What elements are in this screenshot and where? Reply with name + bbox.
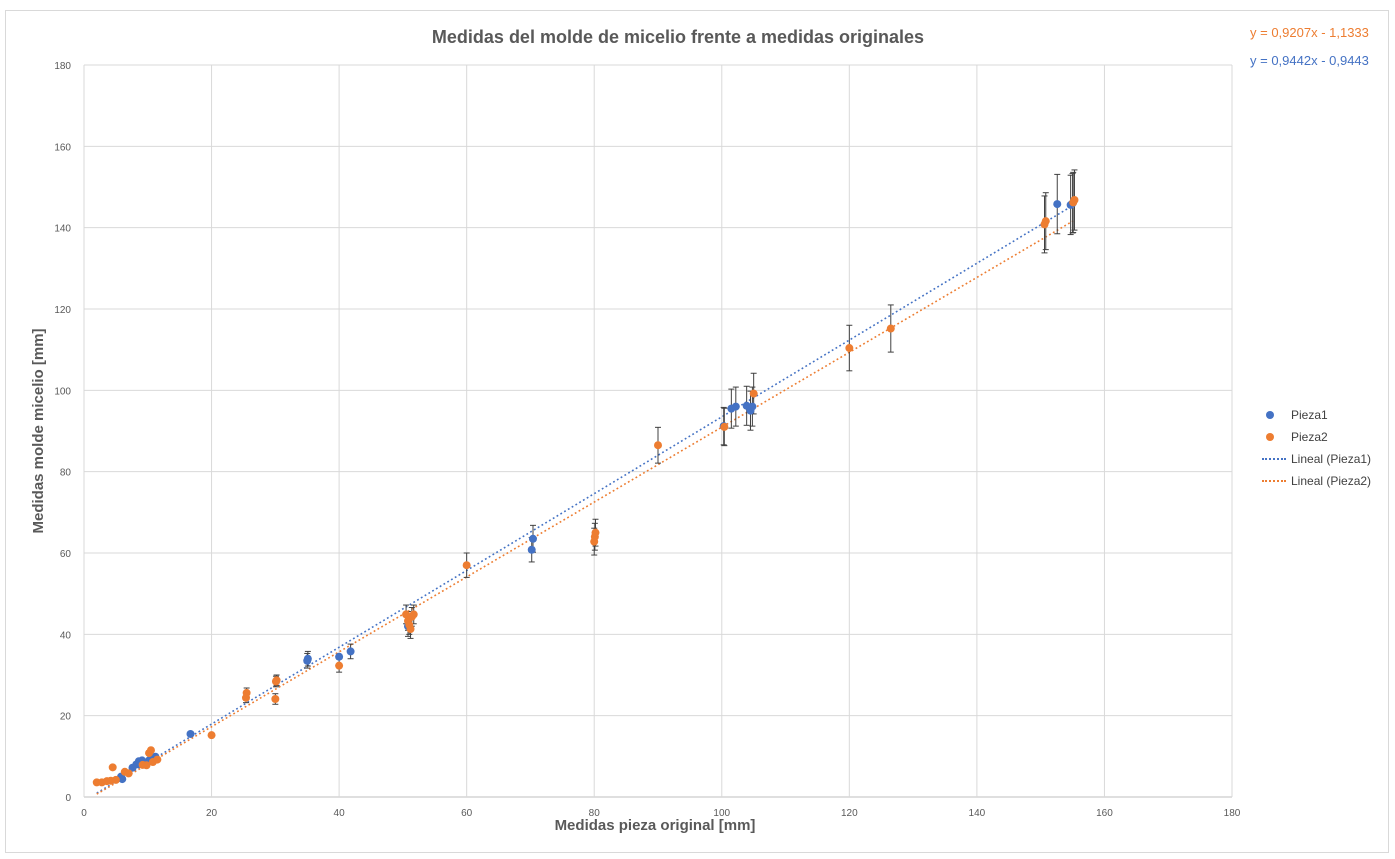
point-pieza2 — [153, 755, 162, 764]
x-tick-label: 20 — [206, 808, 218, 819]
point-pieza2 — [272, 676, 281, 685]
y-tick-label: 120 — [54, 305, 71, 316]
legend-marker-pieza2 — [1266, 433, 1274, 441]
y-axis-label: Medidas molde micelio [mm] — [30, 328, 47, 533]
point-pieza2 — [146, 746, 155, 755]
point-pieza2 — [591, 528, 600, 537]
legend-label-lineal-pieza2: Lineal (Pieza2) — [1291, 474, 1372, 488]
legend-label-pieza1: Pieza1 — [1291, 408, 1328, 422]
point-pieza2 — [749, 389, 758, 398]
y-tick-labels: 0 20 40 60 80 100 120 140 160 180 — [54, 61, 71, 804]
y-tick-label: 80 — [60, 468, 72, 479]
point-pieza2 — [207, 731, 216, 740]
point-pieza2 — [654, 441, 662, 450]
data-points — [92, 196, 1079, 787]
legend-item-lineal-pieza1: Lineal (Pieza1) — [1262, 448, 1371, 470]
x-tick-label: 60 — [461, 808, 473, 819]
point-pieza2 — [242, 688, 251, 697]
chart-legend: Pieza1 Pieza2 Lineal (Pieza1) Lineal (Pi… — [1262, 404, 1371, 492]
legend-label-pieza2: Pieza2 — [1291, 430, 1328, 444]
x-tick-label: 40 — [334, 808, 346, 819]
legend-line-pieza2 — [1262, 480, 1286, 482]
point-pieza2 — [720, 422, 729, 431]
trendline — [96, 219, 1075, 795]
error-bars — [242, 169, 1078, 705]
trendline — [96, 203, 1075, 794]
point-pieza2 — [124, 769, 133, 778]
x-tick-label: 160 — [1096, 808, 1113, 819]
y-tick-label: 40 — [60, 630, 72, 641]
legend-label-lineal-pieza1: Lineal (Pieza1) — [1291, 452, 1372, 466]
point-pieza1 — [748, 402, 757, 411]
legend-item-pieza2: Pieza2 — [1262, 426, 1371, 448]
point-pieza2 — [1070, 196, 1079, 205]
y-tick-label: 20 — [60, 712, 72, 723]
x-tick-label: 120 — [841, 808, 858, 819]
point-pieza2 — [845, 344, 854, 353]
y-tick-label: 140 — [54, 224, 71, 235]
gridlines — [83, 64, 1233, 798]
x-tick-labels: 0 20 40 60 80 100 120 140 160 180 — [81, 808, 1241, 819]
chart-frame — [5, 10, 1389, 853]
point-pieza1 — [731, 402, 740, 411]
point-pieza2 — [271, 694, 280, 703]
point-pieza1 — [1053, 200, 1062, 209]
legend-item-lineal-pieza2: Lineal (Pieza2) — [1262, 470, 1371, 492]
point-pieza2 — [142, 761, 151, 770]
point-pieza2 — [462, 561, 471, 570]
point-pieza1 — [186, 729, 195, 738]
legend-line-pieza1 — [1262, 458, 1286, 460]
point-pieza1 — [346, 647, 355, 656]
point-pieza2 — [108, 763, 117, 772]
point-pieza1 — [335, 652, 344, 661]
point-pieza1 — [527, 545, 536, 554]
x-tick-label: 140 — [969, 808, 986, 819]
point-pieza1 — [118, 775, 127, 784]
point-pieza2 — [886, 324, 895, 333]
x-tick-label: 100 — [713, 808, 730, 819]
point-pieza2 — [406, 625, 415, 634]
chart-title: Medidas del molde de micelio frente a me… — [432, 27, 924, 47]
y-tick-label: 180 — [54, 61, 71, 72]
point-pieza2 — [111, 775, 120, 784]
point-pieza1 — [303, 654, 312, 663]
x-axis-label: Medidas pieza original [mm] — [555, 817, 756, 834]
trendline-equation-pieza1: y = 0,9442x - 0,9443 — [1250, 53, 1369, 68]
point-pieza2 — [335, 661, 344, 670]
legend-marker-pieza1 — [1266, 411, 1274, 419]
x-tick-label: 0 — [81, 808, 87, 819]
legend-item-pieza1: Pieza1 — [1262, 404, 1371, 426]
y-tick-label: 0 — [65, 793, 71, 804]
point-pieza2 — [1041, 217, 1050, 226]
trendlines — [96, 203, 1075, 795]
point-pieza1 — [528, 534, 537, 543]
point-pieza2 — [409, 610, 418, 619]
y-tick-label: 60 — [60, 549, 72, 560]
x-tick-label: 80 — [589, 808, 601, 819]
y-tick-label: 160 — [54, 142, 71, 153]
x-tick-label: 180 — [1224, 808, 1241, 819]
trendline-equation-pieza2: y = 0,9207x - 1,1333 — [1250, 25, 1369, 40]
y-tick-label: 100 — [54, 386, 71, 397]
